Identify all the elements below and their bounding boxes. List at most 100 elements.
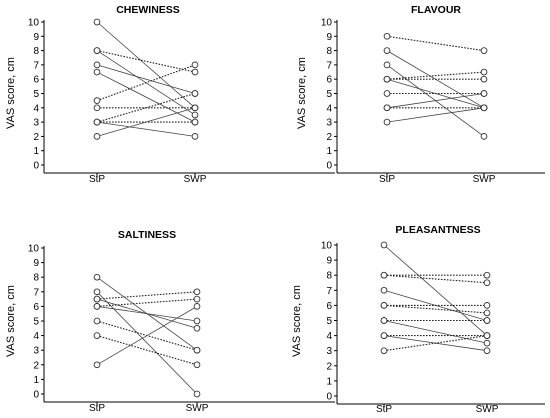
data-point	[483, 347, 491, 355]
data-point	[93, 303, 101, 310]
y-tick-label: 4	[33, 331, 39, 342]
y-tick-label: 6	[33, 75, 39, 86]
y-axis-title: VAS score, cm	[5, 285, 17, 357]
y-tick-label: 1	[33, 146, 39, 157]
panel-title: SALTINESS	[118, 229, 176, 241]
data-point	[93, 317, 101, 325]
data-point	[191, 111, 199, 119]
y-tick-label: 6	[33, 302, 39, 313]
data-point	[480, 68, 488, 76]
data-point	[380, 302, 388, 309]
data-point	[380, 317, 388, 324]
data-point	[191, 68, 199, 76]
data-point	[480, 133, 488, 140]
data-point	[193, 303, 201, 310]
y-tick-label: 8	[326, 46, 332, 57]
data-point	[380, 271, 388, 279]
data-point	[93, 97, 101, 105]
chart-panel-pleasantness: 0 1 2 3 4 5 6 7 8 9 10 StP SWP PLEASANTNESS VAS score,…	[291, 224, 545, 415]
data-point	[383, 118, 391, 126]
data-point	[480, 47, 488, 54]
y-tick-label: 2	[326, 361, 332, 372]
y-tick-label: 7	[33, 60, 39, 71]
data-point	[383, 75, 391, 83]
series-line	[383, 335, 488, 352]
x-tick-label: SWP	[473, 174, 496, 185]
x-tick-label: StP	[379, 174, 395, 185]
x-tick-label: StP	[89, 174, 105, 185]
y-tick-label: 8	[33, 273, 39, 284]
data-point	[380, 332, 388, 339]
data-point	[483, 279, 491, 287]
y-tick-label: 2	[33, 360, 39, 371]
series-line	[383, 304, 488, 314]
y-tick-label: 2	[326, 132, 332, 143]
data-point	[191, 104, 199, 112]
data-point	[483, 339, 491, 347]
series-line	[386, 35, 485, 52]
y-tick-label: 10	[321, 18, 333, 29]
panel-title: FLAVOUR	[411, 4, 461, 16]
y-tick-label: 3	[33, 346, 39, 357]
data-point	[93, 118, 101, 126]
data-point	[193, 295, 201, 303]
data-point	[93, 47, 101, 54]
data-point	[193, 346, 201, 354]
data-point	[191, 90, 199, 97]
series-line	[96, 291, 198, 300]
y-tick-label: 1	[326, 376, 332, 387]
series-line	[96, 64, 196, 94]
data-point	[93, 68, 101, 76]
data-point	[480, 90, 488, 97]
series-line	[96, 298, 198, 307]
data-point	[480, 104, 488, 112]
y-tick-label: 5	[326, 316, 332, 327]
data-point	[93, 61, 101, 69]
data-point	[93, 18, 101, 26]
series-line	[96, 21, 196, 109]
series-line	[383, 320, 488, 344]
y-tick-label: 7	[33, 287, 39, 298]
data-point	[383, 90, 391, 97]
y-tick-label: 3	[33, 118, 39, 129]
series-line	[96, 71, 196, 123]
x-tick-label: SWP	[476, 404, 499, 415]
data-point	[193, 361, 201, 369]
y-tick-label: 5	[33, 317, 39, 328]
series-line	[96, 306, 198, 366]
series-line	[96, 121, 196, 137]
series-line	[383, 244, 488, 336]
y-tick-label: 9	[326, 256, 332, 267]
y-tick-label: 1	[33, 375, 39, 386]
data-point	[93, 288, 101, 296]
y-tick-label: 8	[33, 46, 39, 57]
data-point	[93, 361, 101, 369]
data-point	[380, 286, 388, 294]
series-line	[96, 306, 198, 322]
data-point	[383, 47, 391, 54]
y-tick-label: 10	[28, 18, 40, 29]
y-tick-label: 10	[28, 244, 40, 255]
data-point	[380, 347, 388, 355]
y-tick-label: 0	[33, 161, 39, 172]
data-point	[191, 118, 199, 126]
data-point	[193, 317, 201, 325]
x-tick-label: SWP	[184, 174, 207, 185]
y-tick-label: 3	[326, 118, 332, 129]
data-point	[93, 295, 101, 303]
y-tick-label: 0	[33, 390, 39, 401]
panel-title: CHEWINESS	[116, 4, 180, 16]
y-tick-label: 4	[33, 103, 39, 114]
data-point	[193, 288, 201, 296]
panel-title: PLEASANTNESS	[395, 224, 480, 236]
series-line	[386, 71, 485, 80]
data-point	[93, 273, 101, 281]
y-tick-label: 3	[326, 346, 332, 357]
y-tick-label: 6	[326, 301, 332, 312]
y-tick-label: 9	[33, 32, 39, 43]
y-tick-label: 5	[33, 89, 39, 100]
data-point	[193, 390, 201, 398]
